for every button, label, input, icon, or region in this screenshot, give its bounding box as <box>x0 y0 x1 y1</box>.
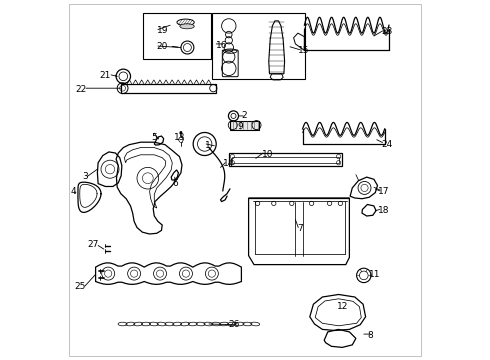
Text: 4: 4 <box>70 187 76 196</box>
Bar <box>144 13 211 59</box>
Text: 1: 1 <box>205 141 211 150</box>
Text: 25: 25 <box>74 282 86 291</box>
Text: 21: 21 <box>99 71 111 80</box>
Text: 16: 16 <box>216 41 227 50</box>
Text: 23: 23 <box>381 27 392 36</box>
Text: 15: 15 <box>298 46 310 55</box>
Text: 12: 12 <box>337 302 348 311</box>
Circle shape <box>180 131 182 134</box>
Text: 17: 17 <box>378 187 390 196</box>
Text: 2: 2 <box>242 111 247 120</box>
Text: 13: 13 <box>174 133 185 142</box>
Text: 3: 3 <box>83 172 88 181</box>
Text: 20: 20 <box>157 42 168 51</box>
Text: 24: 24 <box>381 140 392 149</box>
Text: 27: 27 <box>88 240 99 249</box>
Polygon shape <box>230 121 259 130</box>
Text: 26: 26 <box>228 320 240 329</box>
Text: 7: 7 <box>297 224 303 233</box>
Text: 14: 14 <box>223 159 235 168</box>
Text: 22: 22 <box>75 85 87 94</box>
Text: 9: 9 <box>238 122 244 131</box>
Text: 19: 19 <box>157 26 168 35</box>
Text: 11: 11 <box>369 270 381 279</box>
Text: 10: 10 <box>262 150 273 159</box>
Ellipse shape <box>180 24 194 29</box>
Text: 5: 5 <box>151 133 157 142</box>
Bar <box>212 13 305 79</box>
Text: 6: 6 <box>172 179 178 188</box>
Text: 18: 18 <box>378 206 390 215</box>
Text: 8: 8 <box>368 331 373 340</box>
